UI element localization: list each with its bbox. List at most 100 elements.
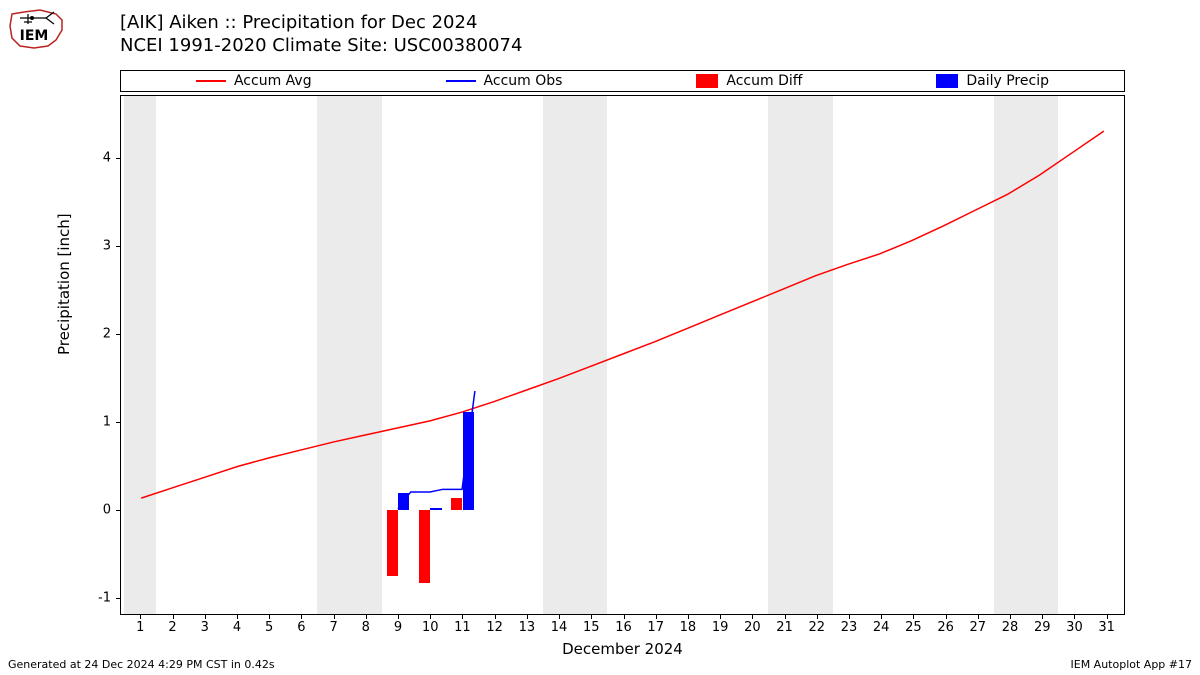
y-tick-mark (116, 334, 121, 335)
legend-label: Accum Obs (484, 73, 563, 89)
x-tick-mark (752, 614, 753, 619)
x-tick-label: 6 (297, 620, 305, 635)
x-tick-label: 25 (905, 620, 922, 635)
svg-text:IEM: IEM (20, 28, 49, 44)
legend-label: Accum Diff (726, 73, 802, 89)
x-tick-label: 19 (712, 620, 729, 635)
x-tick-mark (978, 614, 979, 619)
x-tick-mark (656, 614, 657, 619)
x-tick-mark (527, 614, 528, 619)
legend-item: Accum Diff (696, 73, 802, 89)
x-tick-label: 29 (1034, 620, 1051, 635)
x-tick-mark (269, 614, 270, 619)
x-tick-mark (946, 614, 947, 619)
x-tick-label: 24 (873, 620, 890, 635)
x-tick-mark (1107, 614, 1108, 619)
x-tick-mark (366, 614, 367, 619)
bar (419, 510, 430, 582)
legend-label: Accum Avg (234, 73, 312, 89)
x-tick-mark (881, 614, 882, 619)
legend-swatch (446, 80, 476, 82)
x-tick-label: 16 (615, 620, 632, 635)
x-tick-label: 9 (394, 620, 402, 635)
x-axis-label: December 2024 (120, 640, 1125, 658)
bar (387, 510, 398, 576)
x-tick-mark (624, 614, 625, 619)
x-tick-label: 12 (486, 620, 503, 635)
x-tick-mark (334, 614, 335, 619)
legend-item: Accum Obs (446, 73, 563, 89)
x-tick-label: 4 (233, 620, 241, 635)
x-tick-mark (1010, 614, 1011, 619)
x-tick-label: 1 (136, 620, 144, 635)
iem-logo: IEM (6, 6, 66, 51)
x-tick-label: 10 (422, 620, 439, 635)
x-tick-label: 15 (583, 620, 600, 635)
plot-area: -101234123456789101112131415161718192021… (120, 95, 1125, 615)
y-axis-label: Precipitation [inch] (55, 213, 73, 355)
series-line (141, 131, 1104, 498)
x-tick-label: 27 (970, 620, 987, 635)
y-tick-mark (116, 510, 121, 511)
x-tick-mark (301, 614, 302, 619)
x-tick-label: 21 (776, 620, 793, 635)
chart-lines-svg (121, 96, 1124, 614)
bar (398, 493, 409, 510)
y-tick-mark (116, 422, 121, 423)
bar (451, 498, 462, 510)
x-tick-mark (817, 614, 818, 619)
y-tick-label: 1 (103, 415, 111, 430)
x-tick-label: 18 (680, 620, 697, 635)
chart-title-line2: NCEI 1991-2020 Climate Site: USC00380074 (120, 35, 522, 58)
x-tick-label: 30 (1066, 620, 1083, 635)
x-tick-label: 22 (808, 620, 825, 635)
footer-app-text: IEM Autoplot App #17 (1071, 658, 1193, 671)
legend-swatch (936, 74, 958, 88)
y-tick-mark (116, 598, 121, 599)
legend-label: Daily Precip (966, 73, 1049, 89)
x-tick-mark (1074, 614, 1075, 619)
x-tick-mark (559, 614, 560, 619)
x-tick-label: 3 (201, 620, 209, 635)
x-tick-mark (462, 614, 463, 619)
y-tick-label: 4 (103, 150, 111, 165)
legend-item: Accum Avg (196, 73, 312, 89)
x-tick-mark (720, 614, 721, 619)
x-tick-label: 28 (1002, 620, 1019, 635)
x-tick-label: 17 (647, 620, 664, 635)
legend: Accum Avg Accum Obs Accum Diff Daily Precip (120, 70, 1125, 92)
x-tick-mark (785, 614, 786, 619)
y-tick-label: 3 (103, 238, 111, 253)
x-tick-mark (205, 614, 206, 619)
y-tick-mark (116, 246, 121, 247)
x-tick-label: 23 (841, 620, 858, 635)
x-tick-label: 7 (329, 620, 337, 635)
footer-generated-text: Generated at 24 Dec 2024 4:29 PM CST in … (8, 658, 275, 671)
x-tick-mark (398, 614, 399, 619)
x-tick-label: 8 (362, 620, 370, 635)
x-tick-mark (688, 614, 689, 619)
x-tick-label: 20 (744, 620, 761, 635)
x-tick-mark (495, 614, 496, 619)
x-tick-mark (1042, 614, 1043, 619)
x-tick-mark (849, 614, 850, 619)
x-tick-label: 11 (454, 620, 471, 635)
x-tick-mark (237, 614, 238, 619)
x-tick-mark (913, 614, 914, 619)
bar (430, 508, 441, 511)
x-tick-label: 13 (519, 620, 536, 635)
x-tick-mark (591, 614, 592, 619)
x-tick-mark (430, 614, 431, 619)
x-tick-label: 31 (1098, 620, 1115, 635)
y-tick-label: 0 (103, 503, 111, 518)
y-tick-mark (116, 158, 121, 159)
chart-title-block: [AIK] Aiken :: Precipitation for Dec 202… (120, 12, 522, 57)
y-tick-label: -1 (98, 591, 111, 606)
x-tick-mark (173, 614, 174, 619)
legend-item: Daily Precip (936, 73, 1049, 89)
x-tick-label: 14 (551, 620, 568, 635)
legend-swatch (196, 80, 226, 82)
x-tick-label: 26 (937, 620, 954, 635)
chart-title-line1: [AIK] Aiken :: Precipitation for Dec 202… (120, 12, 522, 35)
bar (463, 412, 474, 511)
